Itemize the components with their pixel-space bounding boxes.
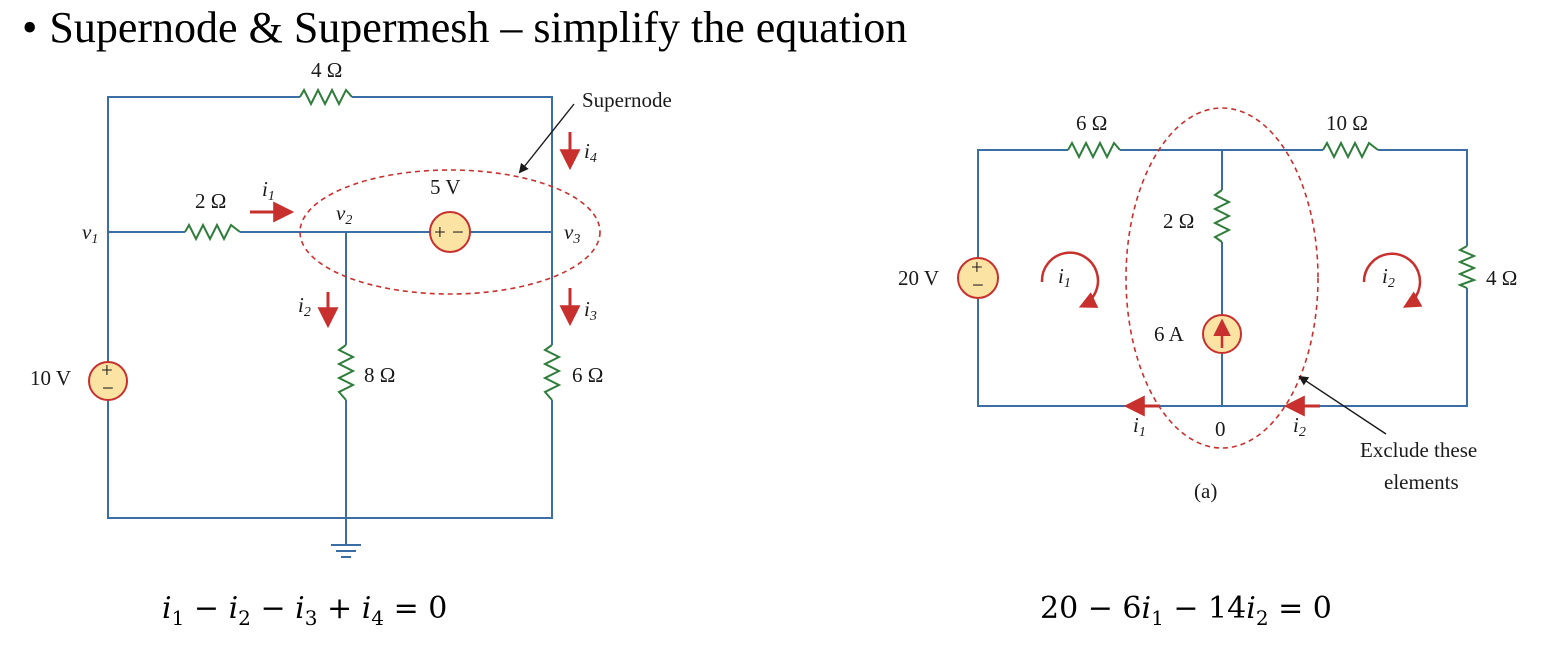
left-resistor-2ohm: 2 Ω: [184, 189, 241, 242]
supermesh-boundary: [1125, 107, 1319, 449]
label-r-left: 2 Ω: [195, 189, 226, 213]
right-resistor-4ohm: 4 Ω: [1457, 245, 1517, 290]
exclude-pointer: [1298, 375, 1387, 435]
left-resistor-4ohm: 4 Ω: [299, 58, 353, 107]
right-voltage-source-20v: + − 20 V: [898, 255, 999, 299]
ground-icon: [331, 544, 361, 558]
label-node-v3: v3: [564, 220, 580, 247]
left-wires: [107, 96, 553, 545]
label-isrc: 6 A: [1154, 322, 1185, 346]
label-r2: 2 Ω: [1163, 209, 1194, 233]
label-r4: 4 Ω: [1486, 266, 1517, 290]
supernode-pointer: [518, 103, 575, 174]
title-text: Supernode & Supermesh – simplify the equ…: [49, 3, 908, 52]
left-voltage-source-5v: + − 5 V: [429, 175, 471, 253]
src-10v-minus: −: [102, 376, 114, 400]
label-mesh-i1: i1: [1058, 264, 1071, 291]
mesh-arrow-i2: [1362, 252, 1423, 308]
label-current-i1: i1: [262, 177, 275, 204]
left-resistor-8ohm: 8 Ω: [336, 344, 395, 401]
src-5v-minus: −: [452, 220, 464, 244]
left-voltage-source-10v: + − 10 V: [30, 358, 128, 401]
label-vsrc-left: 10 V: [30, 366, 71, 390]
label-r-right: 6 Ω: [572, 363, 603, 387]
mesh-arrow-i1: [1040, 251, 1100, 308]
label-vsrc: 20 V: [898, 266, 939, 290]
right-resistor-10ohm: 10 Ω: [1322, 111, 1379, 160]
right-resistor-2ohm: 2 Ω: [1163, 189, 1232, 243]
src-5v-plus: +: [434, 220, 446, 244]
label-current-i2: i2: [298, 293, 311, 320]
label-supernode: Supernode: [582, 88, 672, 112]
label-node-v1: v1: [82, 220, 98, 247]
label-bottom-i1: i1: [1133, 413, 1146, 440]
right-resistor-6ohm: 6 Ω: [1067, 111, 1121, 160]
right-wires: [977, 149, 1468, 407]
label-exclude-line2: elements: [1384, 470, 1459, 494]
left-circuit: 4 Ω 2 Ω 8 Ω 6 Ω + − 10 V: [30, 58, 672, 558]
slide-title: • Supernode & Supermesh – simplify the eq…: [22, 2, 907, 53]
src-20v-minus: −: [972, 273, 984, 297]
label-r6: 6 Ω: [1076, 111, 1107, 135]
right-circuit: 6 Ω 10 Ω 2 Ω 4 Ω + − 20 V: [898, 107, 1517, 503]
label-node-zero: 0: [1215, 417, 1226, 441]
label-mesh-i2: i2: [1382, 264, 1395, 291]
label-r-mid: 8 Ω: [364, 363, 395, 387]
title-bullet: •: [22, 3, 38, 52]
label-r-top: 4 Ω: [311, 58, 342, 82]
label-r10: 10 Ω: [1326, 111, 1368, 135]
label-exclude-line1: Exclude these: [1360, 438, 1477, 462]
label-current-i4: i4: [584, 139, 597, 166]
supernode-boundary: [299, 169, 601, 295]
src-10v-plus: +: [101, 358, 113, 382]
label-bottom-i2: i2: [1293, 413, 1306, 440]
label-caption-a: (a): [1194, 479, 1217, 503]
equation-left: i1 − i2 − i3 + i4 = 0: [162, 591, 447, 630]
left-resistor-6ohm: 6 Ω: [542, 344, 603, 401]
right-current-source-6a: 6 A: [1154, 314, 1242, 354]
label-vsrc-mid: 5 V: [430, 175, 461, 199]
label-current-i3: i3: [584, 297, 597, 324]
label-node-v2: v2: [336, 201, 352, 228]
equation-right: 20 − 6i1 − 14i2 = 0: [1040, 591, 1332, 630]
src-20v-plus: +: [971, 255, 983, 279]
